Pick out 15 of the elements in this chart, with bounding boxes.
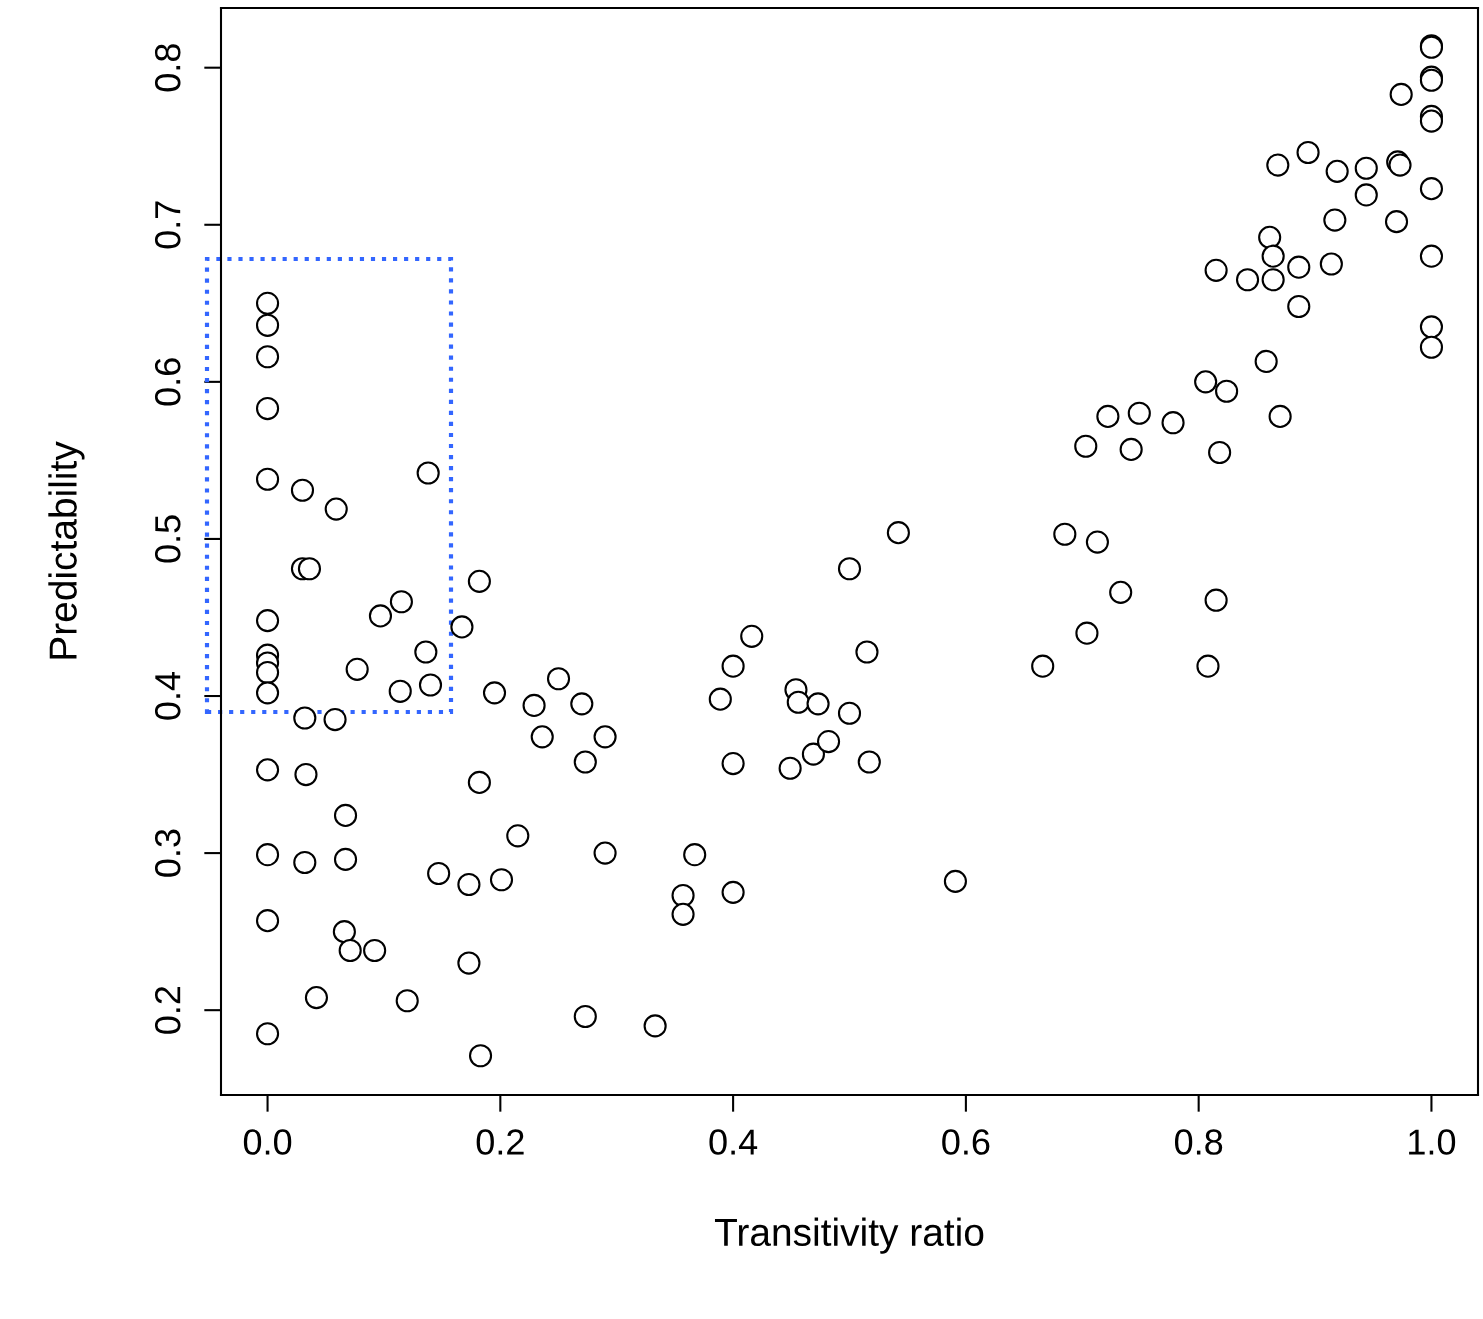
x-tick-label: 0.0 [243,1129,292,1155]
x-tick-label: 0.2 [476,1129,524,1155]
x-tick-label: 0.8 [1174,1129,1223,1155]
y-tick-label: 0.8 [154,44,181,92]
y-tick-label: 0.5 [154,515,181,563]
y-tick-label: 0.3 [154,829,181,877]
y-tick-label: 0.4 [154,671,181,720]
x-tick-label: 0.4 [709,1129,758,1155]
x-tick-label: 0.6 [942,1129,990,1155]
y-tick-label: 0.7 [154,201,181,249]
x-tick-label: 1.0 [1409,1129,1456,1155]
y-tick-label: 0.6 [154,358,181,406]
x-axis-title: Transitivity ratio [714,1217,984,1254]
y-tick-label: 0.2 [154,986,181,1034]
y-axis-title: Predictability [48,441,85,659]
